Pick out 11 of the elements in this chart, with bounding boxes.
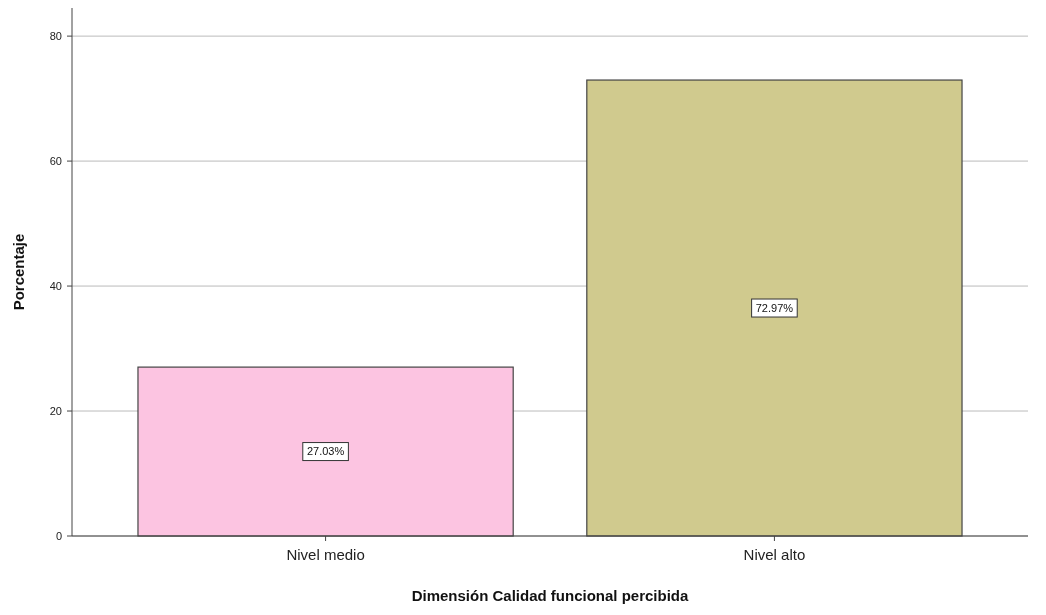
y-tick-label: 20: [49, 404, 62, 417]
data-label: 72.97%: [755, 301, 794, 314]
data-label: 27.03%: [306, 445, 345, 458]
y-tick-label: 40: [49, 279, 62, 292]
y-axis-title: Porcentaje: [10, 233, 27, 311]
y-tick-label: 0: [55, 529, 62, 542]
y-tick-label: 60: [49, 154, 62, 167]
x-tick-label: Nivel medio: [286, 546, 365, 563]
y-tick-label: 80: [49, 29, 62, 42]
x-tick-label: Nivel alto: [743, 546, 806, 563]
x-axis-title: Dimensión Calidad funcional percibida: [411, 587, 690, 604]
